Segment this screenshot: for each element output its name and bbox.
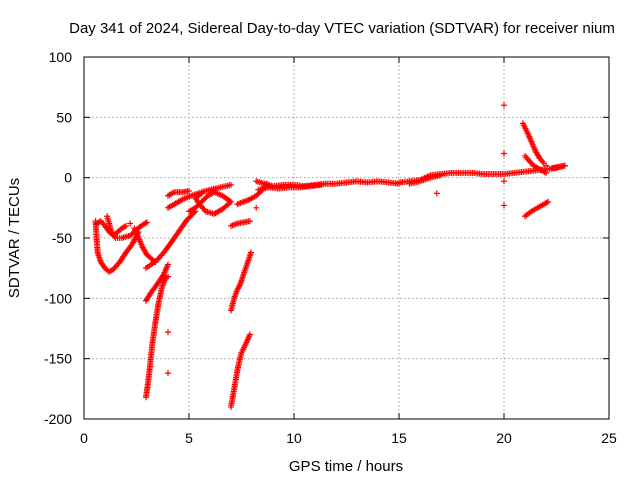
y-tick-label: -200 [44, 411, 72, 427]
data-point [165, 370, 171, 376]
data-point [253, 205, 259, 211]
data-points [93, 102, 568, 410]
x-tick-label: 15 [391, 430, 407, 446]
chart-title: Day 341 of 2024, Sidereal Day-to-day VTE… [69, 20, 615, 37]
x-tick-label: 5 [185, 430, 193, 446]
data-point [501, 151, 507, 157]
x-tick-label: 10 [286, 430, 302, 446]
grid [84, 57, 609, 419]
y-tick-label: 0 [64, 170, 72, 186]
axis-ticks [84, 57, 609, 419]
data-point [501, 102, 507, 108]
x-tick-label: 0 [80, 430, 88, 446]
y-tick-label: 100 [49, 49, 73, 65]
y-tick-label: -100 [44, 290, 72, 306]
y-tick-label: -50 [52, 230, 72, 246]
data-point [165, 329, 171, 335]
y-tick-labels: -200 -150 -100 -50 0 50 100 [44, 49, 72, 427]
y-axis-label: SDTVAR / TECUs [6, 178, 23, 298]
data-point [501, 178, 507, 184]
x-tick-label: 20 [496, 430, 512, 446]
x-tick-label: 25 [601, 430, 617, 446]
sdtvar-chart: 0 5 10 15 20 25 -200 -150 -100 -50 0 50 100 Day 341… [0, 0, 640, 480]
x-tick-labels: 0 5 10 15 20 25 [80, 430, 617, 446]
plot-frame [84, 57, 609, 419]
data-point [501, 202, 507, 208]
data-point [434, 190, 440, 196]
y-tick-label: -150 [44, 351, 72, 367]
x-axis-label: GPS time / hours [289, 458, 403, 475]
y-tick-label: 50 [56, 109, 72, 125]
